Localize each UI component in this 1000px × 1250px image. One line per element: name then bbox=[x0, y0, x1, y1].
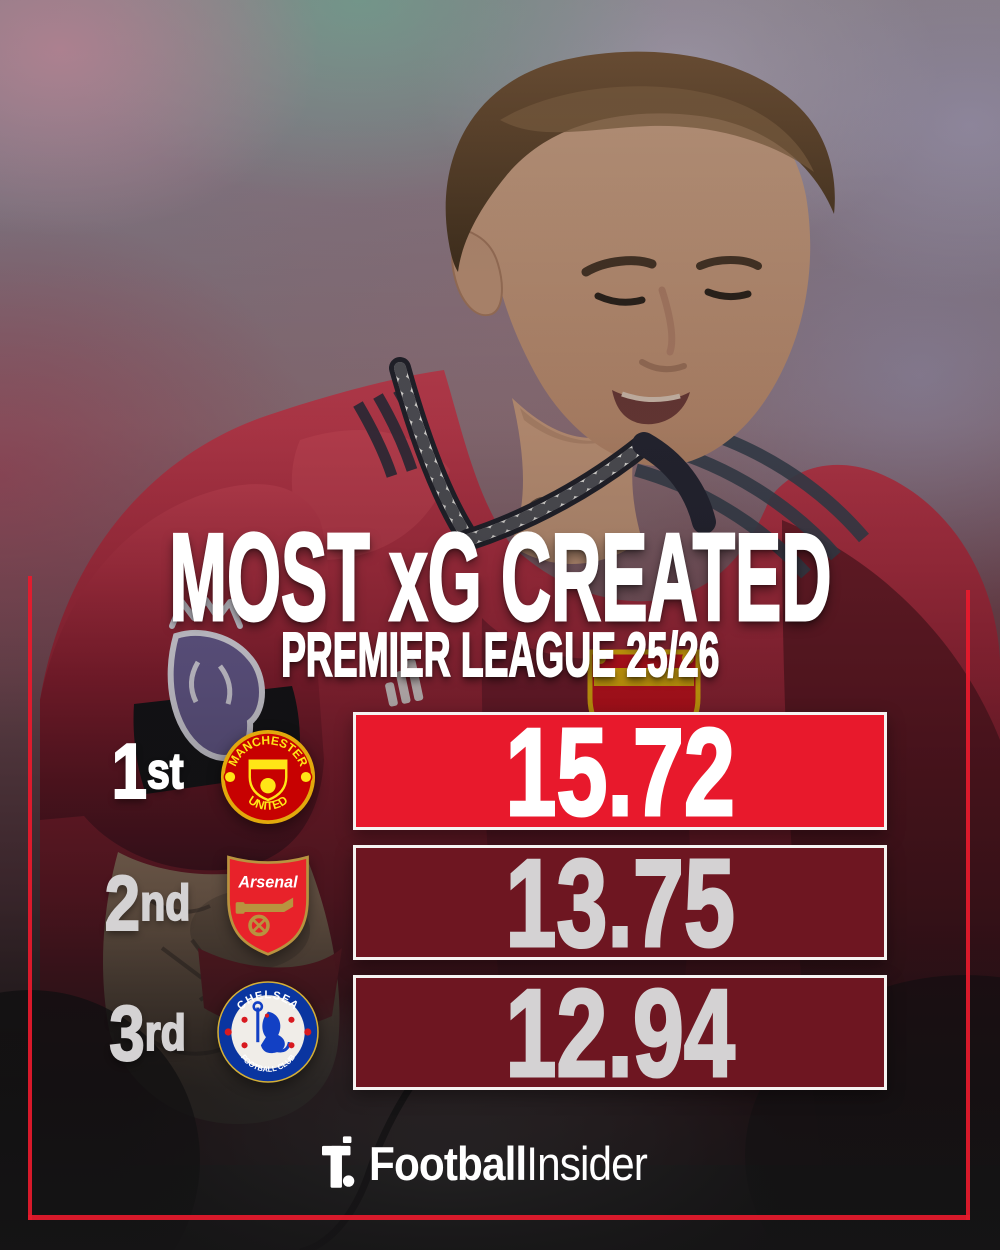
xg-value: 12.94 bbox=[504, 965, 736, 1103]
red-frame-right bbox=[966, 590, 970, 1220]
rank-suffix: nd bbox=[139, 874, 191, 931]
red-frame-bottom bbox=[28, 1215, 970, 1220]
chelsea-crest-icon: CHELSEA FOOTBALL CLUB bbox=[217, 981, 319, 1083]
brand-bold: Football bbox=[369, 1136, 527, 1190]
rank-suffix: rd bbox=[144, 1004, 187, 1061]
rank-number: 1 bbox=[111, 727, 148, 815]
xg-bar-chelsea: 12.94 bbox=[353, 971, 887, 1098]
rank-number: 3 bbox=[108, 988, 145, 1077]
xg-value: 15.72 bbox=[504, 703, 736, 842]
brand-wordmark: Football Insider bbox=[369, 1136, 648, 1190]
xg-bar-manchester-united: 15.72 bbox=[353, 709, 887, 836]
rank-number: 2 bbox=[104, 858, 141, 947]
football-insider-icon bbox=[322, 1136, 355, 1188]
crest-name-text: Arsenal bbox=[237, 874, 298, 892]
rank-suffix: st bbox=[146, 743, 184, 799]
xg-value: 13.75 bbox=[504, 835, 736, 973]
page-subtitle: PREMIER LEAGUE 25/26 bbox=[280, 621, 720, 690]
manchester-united-crest-icon: MANCHESTER UNITED bbox=[220, 729, 316, 825]
arsenal-crest-icon: Arsenal bbox=[227, 855, 309, 956]
footer-brand: Football Insider bbox=[0, 1130, 1000, 1196]
brand-light: Insider bbox=[526, 1136, 648, 1190]
xg-bar-arsenal: 13.75 bbox=[353, 841, 887, 968]
